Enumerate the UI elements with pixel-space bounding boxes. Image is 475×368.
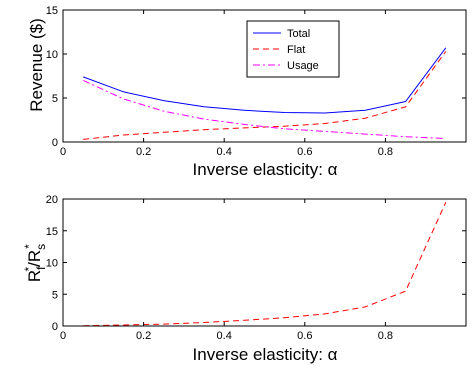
ratio-y-label-sup-1: * <box>22 267 36 272</box>
revenue-series-usage <box>82 79 446 139</box>
ratio-axis-ticks: 0 0.2 0.4 0.6 0.8 0 5 10 15 20 <box>46 194 466 342</box>
ratio-chart: 0 0.2 0.4 0.6 0.8 0 5 10 15 20 Inverse elasticity… <box>22 194 467 364</box>
ratio-y-tick-label: 5 <box>52 289 58 301</box>
revenue-axis-ticks: 0 0.2 0.4 0.6 0.8 0 5 10 15 <box>46 5 466 158</box>
revenue-y-tick-label: 5 <box>52 93 58 105</box>
ratio-y-label-sup-2: * <box>22 244 36 249</box>
revenue-x-tick-label: 0.6 <box>297 146 312 158</box>
ratio-x-tick-label: 0.6 <box>297 330 312 342</box>
legend-label-usage: Usage <box>287 60 319 72</box>
revenue-plot-frame <box>62 9 467 143</box>
ratio-x-tick-label: 0 <box>60 330 66 342</box>
ratio-marks <box>83 201 447 327</box>
ratio-y-label-r1: R <box>25 270 44 282</box>
ratio-plot-frame <box>62 198 467 327</box>
revenue-series-flat <box>83 51 447 140</box>
ratio-x-tick-label: 0.4 <box>217 330 232 342</box>
ratio-y-tick-label: 15 <box>46 226 58 238</box>
revenue-x-tick-label: 0.4 <box>217 146 232 158</box>
revenue-legend: Total Flat Usage <box>246 20 340 78</box>
ratio-y-tick-label: 0 <box>52 321 58 333</box>
ratio-series-line-0 <box>83 201 447 327</box>
revenue-y-tick-label: 10 <box>46 49 58 61</box>
ratio-y-label-sub-f: f <box>34 266 48 270</box>
ratio-x-tick-label: 0.8 <box>378 330 393 342</box>
revenue-series-total <box>83 47 447 114</box>
ratio-x-tick-label: 0.2 <box>136 330 151 342</box>
revenue-y-tick-label: 15 <box>46 5 58 17</box>
ratio-y-label-sep: /R <box>25 250 44 267</box>
revenue-x-tick-label: 0.2 <box>136 146 151 158</box>
revenue-x-tick-label: 0 <box>60 146 66 158</box>
revenue-y-axis-label: Revenue ($) <box>27 18 46 112</box>
revenue-x-axis-label: Inverse elasticity: α <box>193 160 338 179</box>
ratio-y-tick-label: 20 <box>46 194 58 206</box>
ratio-y-axis-label: Rf*/Rs* <box>22 244 48 282</box>
ratio-x-axis-label: Inverse elasticity: α <box>193 345 338 364</box>
legend-label-flat: Flat <box>287 44 305 56</box>
revenue-chart: 0 0.2 0.4 0.6 0.8 0 5 10 15 Total Flat Usage Inver… <box>27 5 467 179</box>
revenue-marks <box>82 47 447 140</box>
revenue-y-tick-label: 0 <box>52 137 58 149</box>
revenue-x-tick-label: 0.8 <box>378 146 393 158</box>
ratio-y-label-sub-s: s <box>34 244 48 250</box>
ratio-y-tick-label: 10 <box>46 258 58 270</box>
legend-label-total: Total <box>287 28 310 40</box>
legend-box <box>246 20 340 78</box>
